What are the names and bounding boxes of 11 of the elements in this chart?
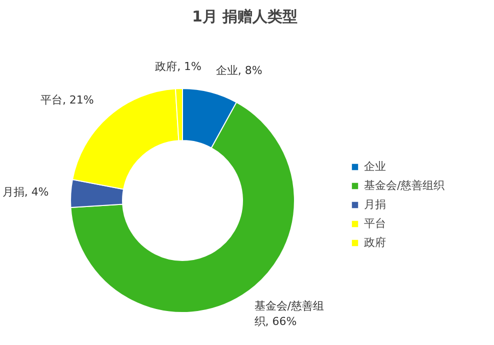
chart-title: 1月 捐赠人类型	[192, 8, 298, 26]
data-label: 政府, 1%	[155, 60, 202, 74]
legend-label: 平台	[364, 216, 386, 231]
legend-label: 基金会/慈善组织	[364, 178, 445, 193]
legend-label: 企业	[364, 159, 386, 174]
data-label: 月捐, 4%	[2, 186, 49, 199]
data-label: 基金会/慈善组织, 66%	[254, 299, 324, 328]
data-label: 企业, 8%	[216, 64, 262, 78]
data-label: 平台, 21%	[40, 93, 94, 106]
legend-label: 月捐	[364, 197, 386, 212]
legend-label: 政府	[364, 235, 386, 250]
